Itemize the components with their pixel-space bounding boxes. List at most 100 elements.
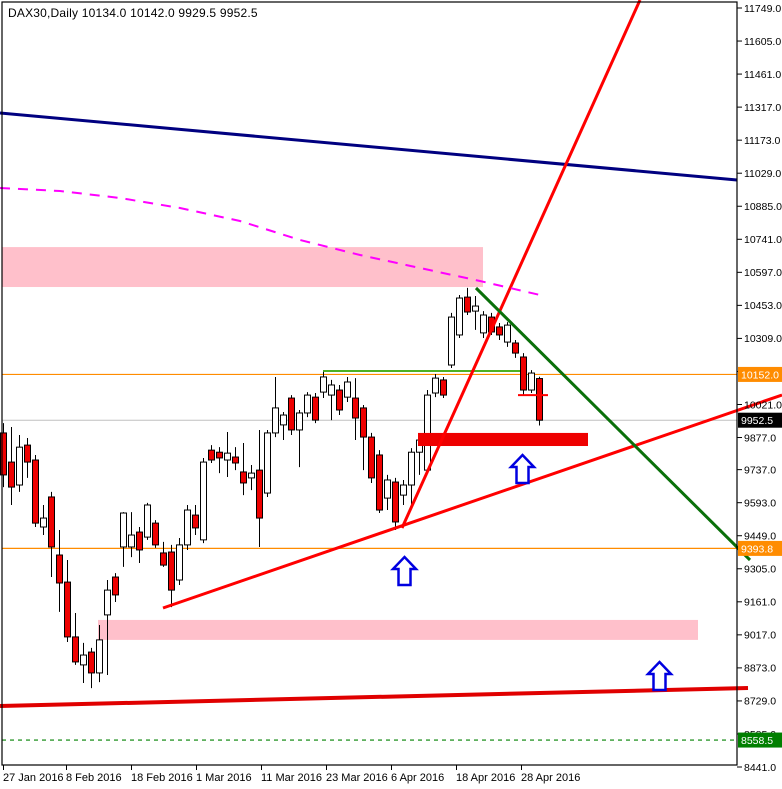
bear-candlestick (240, 471, 247, 484)
blue-up-arrow-2[interactable] (508, 453, 537, 485)
bull-candlestick (456, 297, 463, 336)
bull-candlestick (184, 509, 191, 546)
y-axis-label: 10453.0 (744, 300, 782, 312)
navy-descending-trendline[interactable] (0, 111, 738, 182)
pink-demand-zone-lower[interactable] (98, 619, 698, 640)
red-bottom-support-line[interactable] (0, 686, 749, 708)
bear-candlestick (168, 551, 175, 591)
bull-candlestick (400, 484, 407, 496)
blue-up-arrow-3[interactable] (645, 660, 674, 692)
x-axis-date-label: 11 Mar 2016 (261, 772, 322, 784)
bear-candlestick (152, 522, 159, 546)
bull-candlestick (176, 544, 183, 581)
y-axis-label: 11461.0 (744, 69, 781, 81)
bull-candlestick (424, 394, 431, 471)
bull-candlestick (384, 479, 391, 499)
bear-candlestick (88, 651, 95, 674)
bear-candlestick (24, 444, 31, 463)
bear-candlestick (192, 514, 199, 529)
red-resistance-bar[interactable] (418, 432, 588, 447)
pink-supply-zone-upper[interactable] (2, 247, 483, 288)
bull-candlestick (528, 372, 535, 391)
y-axis-label: 9305.0 (744, 564, 776, 576)
y-axis-label: 10309.0 (744, 333, 782, 345)
bull-candlestick (408, 451, 415, 486)
y-axis-label: 10021.0 (744, 399, 782, 411)
bull-candlestick (320, 376, 327, 393)
bull-candlestick (296, 412, 303, 431)
bull-candlestick (40, 517, 47, 528)
bear-candlestick (352, 397, 359, 419)
bull-candlestick (120, 512, 127, 548)
price-badge-label: 9952.5 (741, 415, 773, 427)
bear-candlestick (288, 397, 295, 431)
price-badge-10152.0 (738, 366, 782, 382)
red-long-ascending-trendline[interactable] (162, 393, 782, 610)
bull-candlestick (200, 461, 207, 541)
y-axis-label: 9017.0 (744, 630, 776, 642)
bear-candlestick (376, 454, 383, 511)
bull-candlestick (344, 381, 351, 398)
x-axis-date-label: 6 Apr 2016 (391, 772, 444, 784)
y-axis-label: 10597.0 (744, 267, 782, 279)
bear-candlestick (440, 379, 447, 396)
bear-candlestick (8, 461, 15, 488)
y-axis-label: 9593.0 (744, 497, 776, 509)
bull-candlestick (224, 452, 231, 461)
price-badge-label: 9393.8 (741, 543, 773, 555)
bear-candlestick (64, 581, 71, 638)
bull-candlestick (472, 305, 479, 312)
y-axis-label: 11173.0 (744, 135, 781, 147)
y-axis-label: 8729.0 (744, 696, 776, 708)
bear-candlestick (496, 326, 503, 336)
bull-candlestick (480, 314, 487, 334)
bear-candlestick (216, 451, 223, 459)
plot-frame (1, 1, 738, 766)
y-axis-label: 10885.0 (744, 201, 782, 213)
bear-candlestick (208, 449, 215, 461)
y-axis-label: 11749.0 (744, 3, 781, 15)
magenta-dashed-moving-average[interactable] (0, 187, 541, 296)
bear-candlestick (112, 576, 119, 596)
bull-candlestick (432, 377, 439, 394)
bear-candlestick (312, 396, 319, 421)
bear-candlestick (48, 496, 55, 548)
bull-candlestick (448, 316, 455, 366)
y-axis-label: 9737.0 (744, 464, 776, 476)
bear-candlestick (368, 436, 375, 479)
green-descending-trendline[interactable] (474, 286, 752, 562)
y-axis-label: 10741.0 (744, 234, 782, 246)
x-axis-date-label: 28 Apr 2016 (521, 772, 580, 784)
bull-candlestick (504, 324, 511, 343)
x-axis-date-label: 1 Mar 2016 (196, 772, 252, 784)
red-steep-ascending-trendline[interactable] (400, 0, 642, 529)
x-axis-date-label: 18 Feb 2016 (131, 772, 193, 784)
y-axis-label: 11605.0 (744, 36, 781, 48)
x-axis-date-label: 8 Feb 2016 (66, 772, 122, 784)
x-axis-date-label: 23 Mar 2016 (326, 772, 388, 784)
x-axis-date-label: 27 Jan 2016 (3, 772, 64, 784)
bull-candlestick (16, 446, 23, 486)
bull-candlestick (264, 432, 271, 494)
y-axis-label: 9449.0 (744, 531, 776, 543)
bull-candlestick (280, 414, 287, 426)
bear-candlestick (512, 342, 519, 354)
bear-candlestick (136, 531, 143, 551)
bear-candlestick (0, 432, 7, 476)
bear-candlestick (536, 378, 543, 421)
bull-candlestick (328, 384, 335, 396)
y-axis-label: 8873.0 (744, 663, 776, 675)
price-badge-label: 8558.5 (741, 735, 773, 747)
chart-ohlc-title: DAX30,Daily 10134.0 10142.0 9929.5 9952.… (8, 6, 258, 20)
y-axis-label: 9161.0 (744, 597, 776, 609)
blue-up-arrow-1[interactable] (390, 555, 419, 587)
bull-candlestick (304, 394, 311, 414)
bear-candlestick (392, 481, 399, 523)
price-badge-9952.5 (738, 412, 782, 428)
bear-candlestick (464, 296, 471, 313)
bear-candlestick (256, 469, 263, 519)
y-axis-label: 8441.0 (744, 762, 776, 774)
bear-candlestick (56, 554, 63, 584)
